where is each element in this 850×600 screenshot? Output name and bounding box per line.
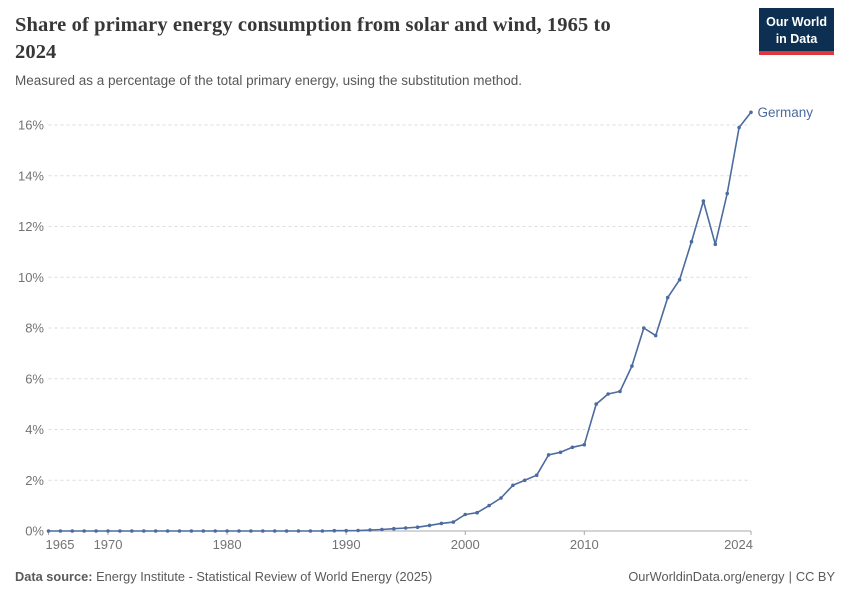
data-point[interactable] (58, 529, 63, 533)
data-source-label: Data source: (15, 569, 93, 584)
page-title: Share of primary energy consumption from… (15, 14, 611, 64)
y-tick-label: 16% (18, 118, 44, 133)
x-tick-label: 2000 (451, 537, 480, 552)
y-tick-label: 0% (25, 524, 44, 539)
data-point[interactable] (142, 529, 146, 533)
y-tick-label: 10% (18, 270, 44, 285)
data-point[interactable] (737, 125, 741, 130)
x-tick-label: 2010 (570, 537, 599, 552)
data-point[interactable] (82, 529, 86, 533)
data-point[interactable] (463, 512, 468, 517)
data-point[interactable] (237, 529, 241, 533)
data-point[interactable] (296, 529, 301, 533)
data-point[interactable] (618, 389, 622, 394)
x-tick-label: 2024 (724, 537, 753, 552)
data-source: Data source: Energy Institute - Statisti… (15, 569, 432, 584)
data-point[interactable] (46, 529, 51, 533)
owid-logo-line2: in Data (775, 31, 818, 46)
data-point[interactable] (356, 528, 360, 533)
data-point[interactable] (534, 473, 539, 478)
x-tick-label: 1970 (94, 537, 123, 552)
data-point[interactable] (677, 278, 682, 282)
y-axis-labels: 0% 2% 4% 6% 8% 10% 12% 14% 16% (18, 118, 44, 539)
y-tick-label: 2% (25, 473, 44, 488)
line-chart[interactable]: 0% 2% 4% 6% 8% 10% 12% 14% 16% 1965 1970 1980 1990 20… (0, 100, 850, 575)
data-point[interactable] (344, 528, 349, 533)
data-point[interactable] (487, 503, 491, 508)
data-point[interactable] (594, 402, 598, 406)
y-tick-label: 4% (25, 422, 44, 437)
data-point[interactable] (439, 521, 444, 526)
data-point[interactable] (380, 527, 384, 532)
line-chart-canvas[interactable]: 0% 2% 4% 6% 8% 10% 12% 14% 16% 1965 1970 1980 1990 20… (0, 100, 850, 570)
data-point[interactable] (701, 199, 706, 203)
data-point[interactable] (475, 510, 479, 515)
x-tick-label: 1990 (332, 537, 361, 552)
data-point[interactable] (177, 529, 182, 533)
data-point[interactable] (665, 295, 670, 300)
data-point[interactable] (213, 529, 217, 533)
data-point[interactable] (70, 529, 75, 533)
owid-url-link[interactable]: OurWorldinData.org/energy (628, 569, 785, 584)
data-point[interactable] (606, 392, 610, 396)
data-point[interactable] (582, 442, 587, 447)
data-point[interactable] (261, 529, 265, 533)
data-point[interactable] (201, 529, 206, 533)
license-link[interactable]: CC BY (795, 569, 835, 584)
data-point[interactable] (630, 364, 634, 368)
footer-links: OurWorldinData.org/energy | CC BY (628, 569, 835, 584)
data-point[interactable] (153, 529, 158, 533)
data-point[interactable] (106, 529, 110, 533)
data-point[interactable] (332, 528, 337, 533)
data-point[interactable] (653, 333, 658, 338)
data-point[interactable] (130, 529, 134, 533)
data-point[interactable] (511, 483, 515, 488)
data-point[interactable] (725, 191, 729, 196)
data-point[interactable] (546, 453, 551, 457)
owid-logo[interactable]: Our World in Data (759, 8, 834, 55)
data-point[interactable] (308, 529, 313, 533)
data-point[interactable] (749, 110, 753, 115)
data-source-text: Energy Institute - Statistical Review of… (96, 569, 433, 584)
y-tick-label: 8% (25, 321, 44, 336)
chart-subtitle: Measured as a percentage of the total pr… (15, 73, 523, 88)
data-point[interactable] (415, 525, 420, 529)
y-tick-label: 14% (18, 168, 44, 183)
data-point[interactable] (451, 520, 456, 524)
y-tick-label: 12% (18, 219, 44, 234)
data-point[interactable] (249, 529, 253, 533)
data-point[interactable] (320, 529, 325, 533)
data-point[interactable] (225, 529, 229, 533)
data-point[interactable] (558, 450, 563, 455)
data-point[interactable] (165, 529, 170, 533)
data-point[interactable] (368, 528, 372, 532)
data-point[interactable] (189, 529, 194, 533)
y-tick-label: 6% (25, 371, 44, 386)
data-point[interactable] (499, 496, 503, 500)
data-point[interactable] (713, 242, 718, 247)
data-point[interactable] (427, 523, 432, 528)
chart-footer: Data source: Energy Institute - Statisti… (15, 569, 835, 584)
footer-separator: | (788, 569, 792, 584)
data-point[interactable] (272, 529, 277, 533)
data-point[interactable] (403, 526, 408, 530)
gridlines (48, 124, 751, 532)
data-point[interactable] (94, 529, 98, 533)
x-tick-label: 1965 (46, 537, 75, 552)
data-point[interactable] (392, 526, 396, 531)
series-line (47, 111, 752, 532)
data-point[interactable] (284, 529, 289, 533)
data-point[interactable] (689, 239, 694, 244)
owid-logo-line1: Our World (766, 15, 827, 29)
data-point[interactable] (642, 326, 646, 330)
x-axis: 1965 1970 1980 1990 2000 2010 2024 (46, 531, 753, 552)
series-germany[interactable]: Germany (46, 105, 814, 533)
series-label-germany[interactable]: Germany (758, 105, 814, 120)
data-point[interactable] (523, 478, 527, 483)
x-tick-label: 1980 (213, 537, 242, 552)
data-point[interactable] (570, 445, 575, 450)
data-point[interactable] (118, 529, 122, 533)
